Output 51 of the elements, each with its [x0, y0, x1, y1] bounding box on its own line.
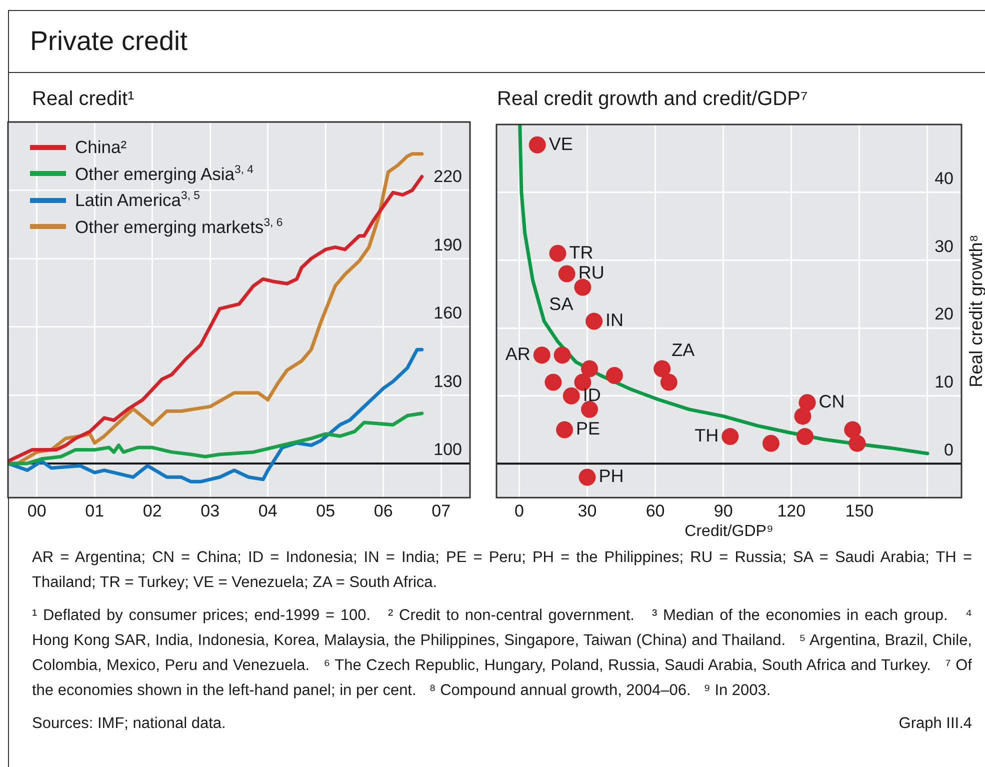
x-tick-label: 150 — [845, 501, 874, 520]
data-label: PE — [576, 418, 600, 439]
data-label: ID — [582, 384, 601, 405]
y-tick-label: 130 — [434, 372, 462, 391]
data-label: AR — [505, 344, 530, 364]
chart-title: Real credit growth and credit/GDP⁷ — [497, 88, 808, 111]
legend-label: Other emerging markets$^{3, 6}$ — [75, 216, 283, 239]
text: AR = Argentina; CN = China; ID = Indonesia; IN = India; PE = Peru; PH = the Philippines; RU = Russia; SA = Saudi Arabia; TH = Thailand; TR = Turkey; VE = Venezuela; ZA = South Africa. — [32, 548, 972, 593]
x-tick-label: 01 — [85, 501, 104, 520]
y-tick-label: 10 — [934, 372, 954, 392]
y-tick-label: 0 — [944, 440, 954, 460]
data-label: CN — [818, 392, 845, 412]
x-tick-label: 30 — [578, 501, 597, 520]
text: the economies shown in the left-hand panel; in per cent. ⁸ Compound annual growth, 2004–06. ⁹ In 2003. — [32, 682, 771, 699]
data-label: TR — [569, 242, 594, 262]
data-label: SA — [549, 294, 574, 314]
data-label: IN — [606, 310, 624, 330]
y-tick-label: 100 — [434, 440, 462, 460]
legend-label: Other emerging Asia$^{3, 4}$ — [75, 162, 254, 186]
y-tick-label: 20 — [934, 304, 954, 324]
x-tick-label: 04 — [258, 501, 278, 520]
legend-label: China² — [75, 136, 127, 159]
x-tick-label: 02 — [142, 501, 162, 520]
y-tick-label: 30 — [934, 236, 954, 256]
text: Colombia, Mexico, Peru and Venezuela. ⁶ The Czech Republic, Hungary, Poland, Russia, Saudi Arabia, South Africa and Turkey. ⁷ Of — [32, 657, 972, 674]
text: Hong Kong SAR, India, Indonesia, Korea, Malaysia, the Philippines, Singapore, Taiwan (China) and Thailand. ⁵ Argentina, Brazil, Chile, — [32, 632, 972, 649]
x-tick-label: 05 — [316, 501, 336, 520]
x-tick-label: 90 — [714, 501, 733, 520]
text: Graph III.4 — [898, 714, 972, 734]
y-tick-label: 40 — [934, 169, 954, 188]
x-tick-label: 00 — [27, 501, 46, 520]
data-label: TH — [694, 426, 719, 446]
y-tick-label: 160 — [434, 304, 462, 323]
y-tick-label: 190 — [434, 235, 462, 254]
data-label: VE — [548, 134, 573, 154]
x-tick-label: 60 — [646, 501, 665, 520]
x-tick-label: 06 — [374, 501, 393, 520]
y-tick-label: 220 — [434, 166, 462, 186]
data-label: ZA — [672, 340, 695, 360]
data-label: RU — [578, 262, 604, 283]
x-axis-title: Credit/GDP⁹ — [684, 523, 774, 541]
x-tick-label: 07 — [432, 501, 451, 520]
source-note: Sources: IMF; national data. — [32, 714, 226, 734]
chart-title: Private credit — [30, 26, 188, 57]
chart-subtitle: Real credit¹ — [32, 88, 134, 111]
legend-label: Latin America$^{3, 5}$ — [75, 189, 200, 212]
x-tick-label: 0 — [514, 501, 524, 520]
x-tick-label: 03 — [200, 501, 220, 520]
x-tick-label: 120 — [777, 501, 806, 520]
text: ¹ Deflated by consumer prices; end-1999 = 100. ² Credit to non-central government. ³ Median of the economies in each group. ⁴ — [32, 607, 972, 624]
data-label: PH — [598, 466, 624, 486]
